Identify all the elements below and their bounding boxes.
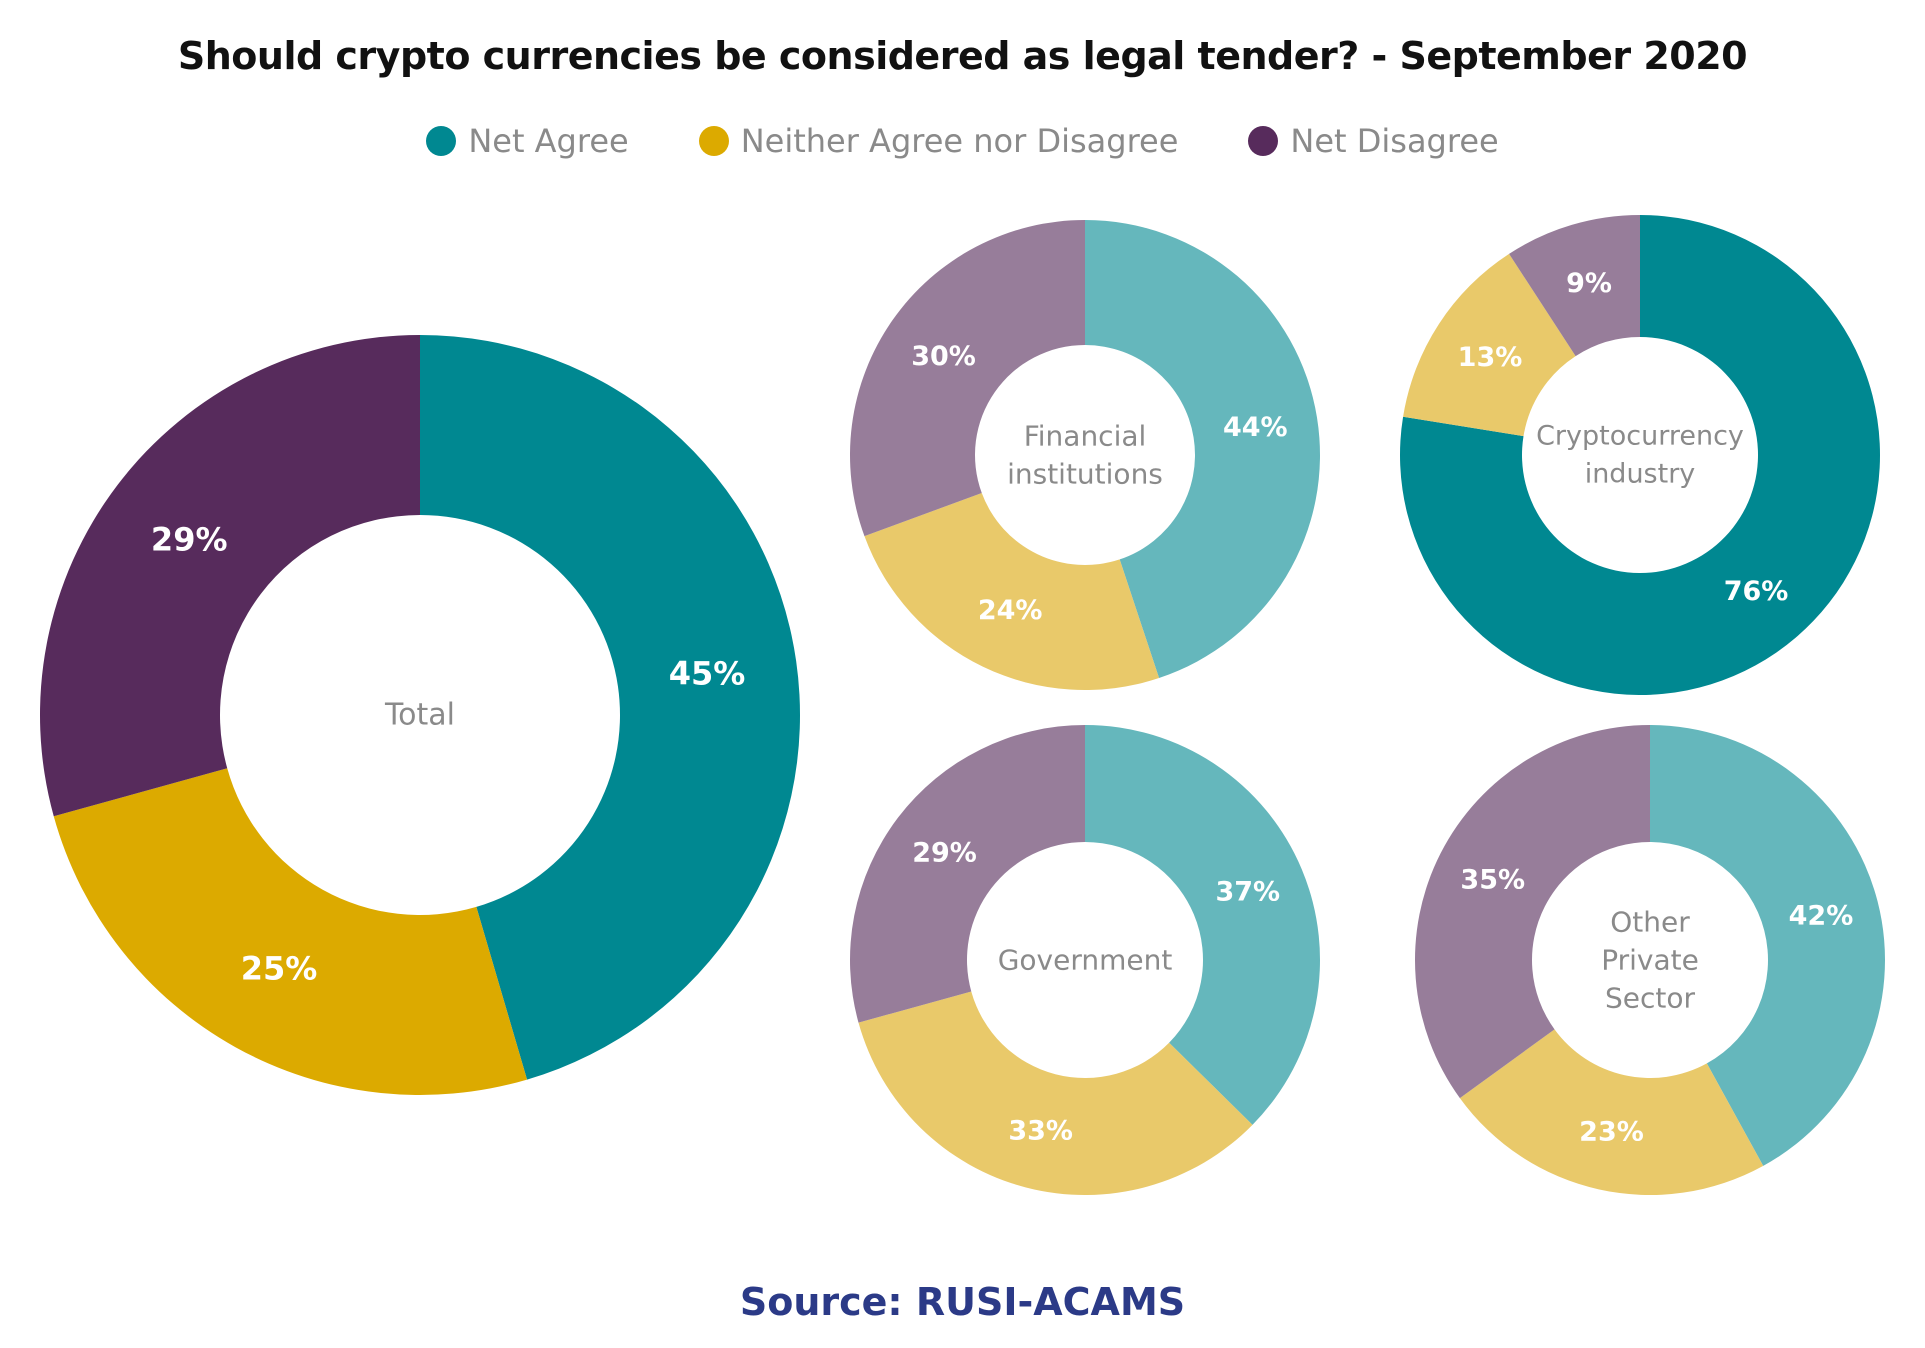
data-label-neither: 13% [1458, 342, 1523, 373]
legend-swatch-neither [698, 126, 729, 156]
donut-center-label: Total [384, 698, 455, 733]
data-label-net-agree: 45% [669, 655, 746, 693]
donut-center-label: Cryptocurrency [1536, 421, 1744, 452]
data-label-neither: 23% [1579, 1117, 1644, 1148]
donut-slice-net-agree [1400, 215, 1880, 695]
legend-item-net-agree: Net Agree [426, 122, 629, 160]
donut-slice-net-agree [420, 335, 800, 1080]
donut-center-label: Private [1601, 944, 1699, 977]
data-label-net-agree: 44% [1223, 412, 1288, 443]
legend: Net Agree Neither Agree nor Disagree Net… [0, 122, 1925, 160]
data-label-neither: 25% [241, 949, 318, 987]
donut-slice-net-disagree [850, 220, 1085, 537]
donut-government: 37% 33% 29% Government [850, 725, 1320, 1195]
donut-slice-net-disagree [850, 725, 1085, 1023]
legend-swatch-net-agree [426, 126, 457, 156]
donut-center-label: Sector [1605, 982, 1696, 1015]
legend-item-neither: Neither Agree nor Disagree [698, 122, 1179, 160]
data-label-net-agree: 42% [1789, 901, 1854, 932]
donut-center-label: Financial [1024, 420, 1147, 453]
data-label-net-agree: 76% [1724, 576, 1789, 607]
donut-slice-neither [864, 492, 1160, 690]
donut-slice-neither [1403, 253, 1576, 437]
legend-label-net-agree: Net Agree [468, 122, 629, 160]
data-label-net-disagree: 29% [912, 838, 977, 869]
chart-title: Should crypto currencies be considered a… [177, 34, 1748, 78]
donut-other-private-sector: 42% 23% 35% Other Private Sector [1415, 725, 1886, 1196]
donut-center-label: institutions [1007, 458, 1163, 491]
data-label-neither: 33% [1008, 1115, 1073, 1146]
donut-slice-neither [53, 768, 528, 1095]
donut-center-label: Other [1610, 906, 1690, 939]
donut-financial-institutions: 44% 24% 30% Financial institutions [850, 220, 1320, 690]
data-label-net-disagree: 9% [1566, 268, 1612, 299]
donut-slice-neither [1459, 1029, 1764, 1196]
legend-swatch-net-disagree [1248, 126, 1279, 156]
donut-slice-net-agree [1085, 725, 1320, 1125]
donut-slice-neither [858, 991, 1253, 1195]
data-label-net-disagree: 29% [151, 520, 228, 558]
donut-slice-net-disagree [1509, 215, 1640, 357]
donut-slice-net-agree [1085, 220, 1320, 679]
data-label-net-disagree: 30% [911, 341, 976, 372]
donut-center-label: industry [1585, 459, 1696, 490]
donut-center-label: Government [998, 944, 1173, 977]
data-label-neither: 24% [978, 595, 1043, 626]
data-label-net-disagree: 35% [1460, 864, 1525, 895]
donut-slice-net-agree [1650, 725, 1886, 1166]
legend-label-net-disagree: Net Disagree [1290, 122, 1499, 160]
donut-total: 45% 25% 29% Total [39, 335, 800, 1095]
legend-label-neither: Neither Agree nor Disagree [740, 122, 1179, 160]
legend-item-net-disagree: Net Disagree [1248, 122, 1499, 160]
data-label-net-agree: 37% [1215, 876, 1280, 907]
donut-cryptocurrency-industry: 76% 13% 9% Cryptocurrency industry [1400, 215, 1880, 695]
donut-slice-net-disagree [1415, 725, 1650, 1099]
source-note: Source: RUSI-ACAMS [739, 1280, 1186, 1324]
donut-slice-net-disagree [39, 335, 420, 817]
